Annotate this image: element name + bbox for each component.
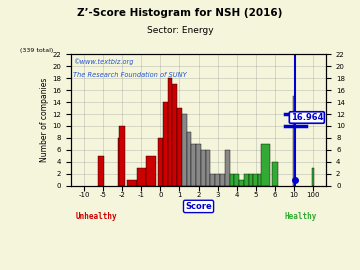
- Bar: [192, 144, 196, 185]
- Text: Z’-Score Histogram for NSH (2016): Z’-Score Histogram for NSH (2016): [77, 8, 283, 18]
- Bar: [32, 174, 60, 185]
- Bar: [249, 174, 253, 185]
- Text: Healthy: Healthy: [284, 212, 317, 221]
- Bar: [253, 174, 258, 185]
- Bar: [293, 96, 294, 185]
- Bar: [258, 174, 263, 185]
- Text: The Research Foundation of SUNY: The Research Foundation of SUNY: [73, 72, 187, 77]
- Bar: [177, 108, 182, 185]
- Bar: [163, 102, 167, 185]
- Bar: [206, 150, 211, 185]
- Text: ©www.textbiz.org: ©www.textbiz.org: [73, 58, 134, 65]
- Bar: [261, 144, 270, 185]
- Bar: [117, 138, 121, 185]
- Bar: [127, 180, 136, 185]
- Bar: [272, 162, 278, 185]
- Text: Sector: Energy: Sector: Energy: [147, 26, 213, 35]
- Bar: [211, 174, 215, 185]
- Bar: [167, 78, 172, 185]
- Bar: [136, 168, 146, 185]
- Y-axis label: Number of companies: Number of companies: [40, 78, 49, 162]
- Text: 16.964: 16.964: [291, 113, 323, 122]
- Bar: [239, 180, 244, 185]
- Bar: [215, 174, 220, 185]
- Bar: [244, 174, 249, 185]
- Bar: [220, 174, 225, 185]
- Bar: [98, 156, 104, 185]
- Bar: [182, 114, 186, 185]
- Text: (339 total): (339 total): [20, 48, 53, 53]
- Bar: [172, 84, 177, 185]
- X-axis label: Score: Score: [185, 202, 212, 211]
- Bar: [230, 174, 234, 185]
- Bar: [312, 168, 314, 185]
- Bar: [196, 144, 201, 185]
- Bar: [234, 174, 239, 185]
- Bar: [186, 132, 192, 185]
- Text: Unhealthy: Unhealthy: [76, 212, 117, 221]
- Bar: [201, 150, 206, 185]
- Bar: [225, 150, 230, 185]
- Bar: [158, 138, 163, 185]
- Bar: [146, 156, 156, 185]
- Bar: [119, 126, 125, 185]
